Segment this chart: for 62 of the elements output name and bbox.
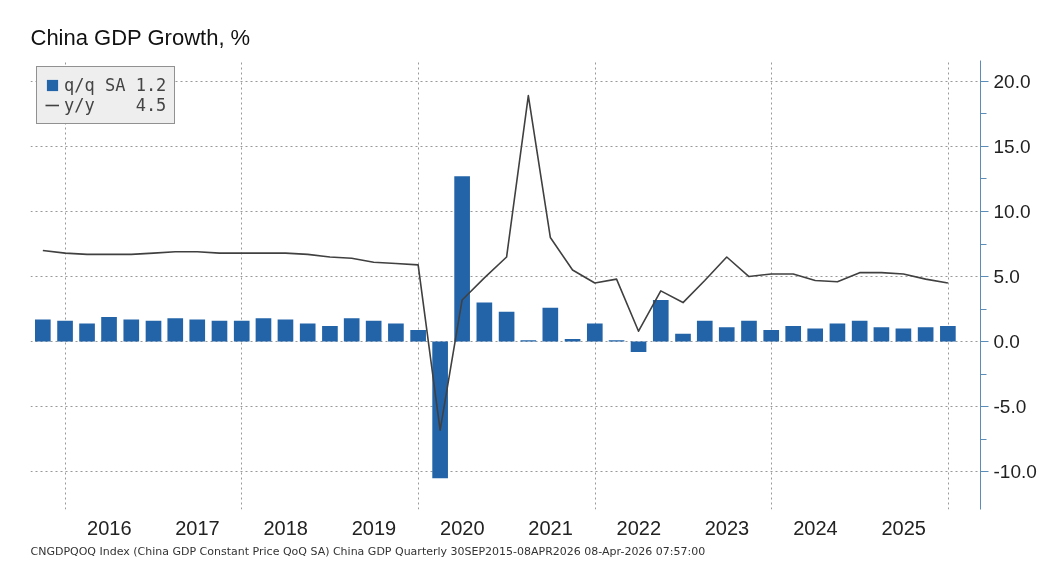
bar [476, 302, 493, 342]
x-tick-label: 2025 [881, 516, 926, 539]
y-tick-label: -5.0 [993, 396, 1027, 418]
y-tick-label: 5.0 [993, 266, 1020, 288]
bar [79, 323, 95, 342]
y-tick-label: -10.0 [993, 461, 1037, 483]
bar [630, 341, 647, 353]
bar [940, 326, 956, 342]
bar [763, 329, 780, 342]
line-series [42, 94, 949, 431]
bar [255, 318, 272, 342]
bar [432, 341, 448, 479]
legend-label: y/y 4.5 [64, 95, 167, 115]
bar [873, 327, 890, 342]
text: CNGDPQOQ Index (China GDP Constant Price QoQ SA) China GDP Quarterly 30SEP2015-08APR2026 08-Apr-2026 07:57:00 [30, 544, 706, 558]
bar [167, 318, 184, 342]
bar [322, 326, 338, 342]
bar [454, 176, 470, 342]
bar [895, 328, 912, 342]
bar [233, 320, 250, 342]
x-tick-label: 2024 [793, 516, 838, 539]
x-tick-label: 2018 [263, 516, 308, 539]
bar [299, 323, 316, 342]
bar [189, 319, 206, 342]
y-tick-label: 10.0 [993, 200, 1031, 222]
bar [652, 299, 669, 342]
bar [211, 320, 228, 342]
bar [365, 320, 382, 342]
x-tick-label: 2022 [616, 516, 662, 539]
x-tick-label: 2016 [87, 516, 132, 539]
bar [35, 319, 51, 342]
bar [388, 323, 404, 342]
bar [829, 323, 846, 342]
bar [785, 326, 802, 342]
bar [718, 327, 735, 342]
bar [675, 333, 691, 342]
bar [145, 320, 162, 342]
y-tick-label: 0.0 [993, 331, 1020, 353]
legend-label: q/q SA 1.2 [64, 75, 167, 95]
y-tick-label: 20.0 [993, 70, 1031, 92]
bar [851, 320, 868, 342]
bar [410, 329, 426, 342]
x-tick-label: 2023 [704, 516, 750, 539]
bar [123, 319, 140, 342]
x-tick-label: 2017 [175, 516, 220, 539]
x-tick-label: 2019 [351, 516, 397, 539]
bar [917, 327, 934, 342]
bar [564, 339, 581, 342]
bar [57, 320, 73, 342]
bar [586, 323, 603, 342]
bar [498, 311, 515, 342]
x-tick-label: 2020 [440, 516, 485, 539]
bar [277, 319, 294, 342]
bar [542, 307, 559, 342]
bar [807, 328, 824, 342]
bar [696, 320, 713, 342]
x-tick-label: 2021 [528, 516, 573, 539]
bar [343, 318, 360, 342]
y-tick-label: 15.0 [993, 135, 1031, 157]
bar [101, 316, 117, 342]
bar [741, 320, 757, 342]
chart-title: China GDP Growth, % [30, 24, 251, 50]
